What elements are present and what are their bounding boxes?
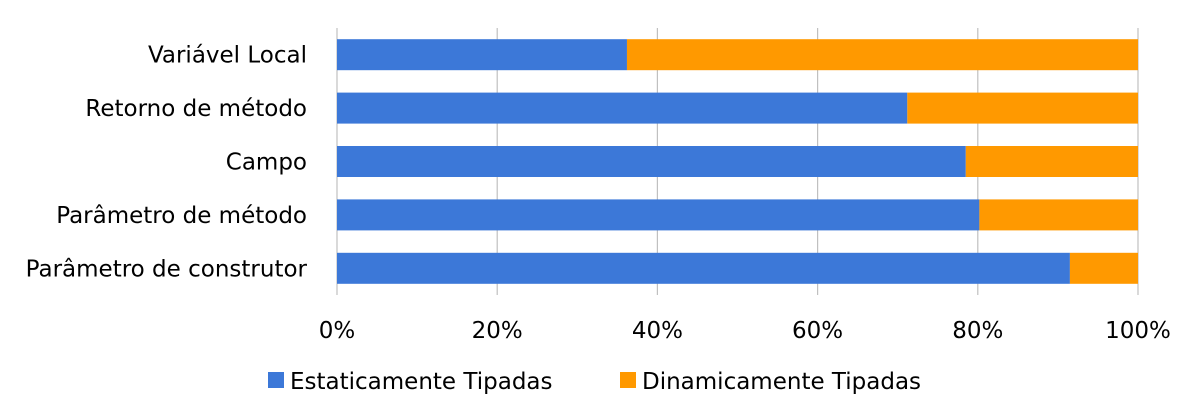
category-labels: Parâmetro de construtor Parâmetro de méto…: [26, 43, 308, 283]
bar-segment-dinamicamente: [965, 146, 1138, 177]
x-tick-label: 100%: [1105, 318, 1171, 344]
legend-label-dinamicamente: Dinamicamente Tipadas: [642, 369, 921, 395]
bar-segment-dinamicamente: [907, 92, 1138, 124]
x-tick-label: 0%: [319, 318, 356, 344]
category-label: Parâmetro de construtor: [26, 256, 308, 282]
bar-segment-dinamicamente: [626, 39, 1138, 71]
bar-segment-dinamicamente: [979, 199, 1138, 231]
category-label: Campo: [226, 150, 307, 176]
bar-segment-dinamicamente: [1069, 252, 1138, 284]
legend-swatch-estaticamente: [268, 372, 284, 388]
x-tick-label: 60%: [792, 318, 843, 344]
legend: Estaticamente Tipadas Dinamicamente Tipa…: [268, 369, 921, 395]
x-tick-label: 40%: [632, 318, 683, 344]
category-label: Retorno de método: [85, 96, 307, 122]
bar-segment-estaticamente: [337, 199, 980, 231]
category-label: Variável Local: [148, 43, 307, 69]
x-tick-labels: 0% 20% 40% 60% 80% 100%: [319, 318, 1171, 344]
bar-segment-estaticamente: [337, 92, 908, 124]
legend-swatch-dinamicamente: [620, 372, 636, 388]
legend-label-estaticamente: Estaticamente Tipadas: [290, 369, 553, 395]
bar-segment-estaticamente: [337, 39, 627, 71]
x-tick-label: 20%: [472, 318, 523, 344]
category-label: Parâmetro de método: [56, 203, 307, 229]
bar-segment-estaticamente: [337, 252, 1070, 284]
bar-segment-estaticamente: [337, 146, 966, 177]
bars: [337, 39, 1138, 284]
x-tick-label: 80%: [952, 318, 1003, 344]
